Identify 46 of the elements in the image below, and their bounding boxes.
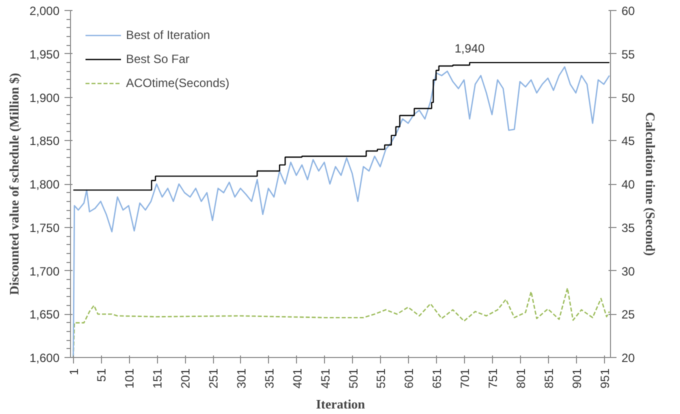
y-tick-label: 1,800 [29,178,60,192]
x-tick-label: 751 [486,368,500,389]
y2-axis-title: Calculation time (Second) [642,112,658,256]
x-tick-label: 901 [570,368,584,389]
x-tick-label: 1 [66,368,81,376]
y2-tick-label: 40 [622,178,636,192]
y2-tick-label: 30 [622,264,636,278]
y-tick-label: 2,000 [29,4,60,18]
y2-tick-label: 35 [622,220,636,235]
x-tick-label: 251 [206,368,221,389]
y-tick-label: 1,650 [29,308,60,322]
y2-tick-label: 45 [622,134,636,148]
y-axis-title: Discounted value of schedule (Million $) [6,72,22,296]
y2-tick-label: 60 [622,4,636,18]
y-tick-label: 1,950 [29,47,60,62]
x-axis-title: Iteration [316,396,366,412]
line-series [72,66,610,358]
x-tick-label: 101 [122,368,137,389]
y-tick-label: 1,900 [29,90,60,105]
x-tick-label: 51 [94,368,109,382]
y2-tick-label: 50 [622,90,636,105]
y2-tick-label: 20 [622,351,636,365]
x-tick-label: 951 [598,368,612,389]
legend-label: Best of Iteration [126,28,210,42]
x-tick-label: 151 [150,368,165,389]
x-tick-label: 351 [262,368,276,389]
x-tick-label: 201 [178,368,193,389]
x-tick-label: 451 [318,368,332,389]
x-tick-label: 601 [402,368,416,389]
x-tick-label: 851 [542,368,556,389]
legend-label: ACOtime(Seconds) [126,76,230,90]
x-tick-label: 651 [430,368,444,389]
x-tick-label: 501 [346,368,360,389]
x-tick-label: 551 [374,368,388,389]
y-tick-label: 1,750 [29,220,60,235]
y2-tick-label: 25 [622,308,636,322]
x-tick-label: 401 [290,368,304,389]
legend-label: Best So Far [126,52,190,66]
x-tick-label: 301 [234,368,248,389]
x-tick-label: 701 [458,368,472,389]
y-tick-label: 1,700 [29,264,60,278]
annotation: 1,940 [454,42,485,56]
y-tick-label: 1,850 [29,134,60,148]
y-tick-label: 1,600 [29,351,60,365]
y2-tick-label: 55 [622,47,636,62]
x-tick-label: 801 [514,368,528,389]
